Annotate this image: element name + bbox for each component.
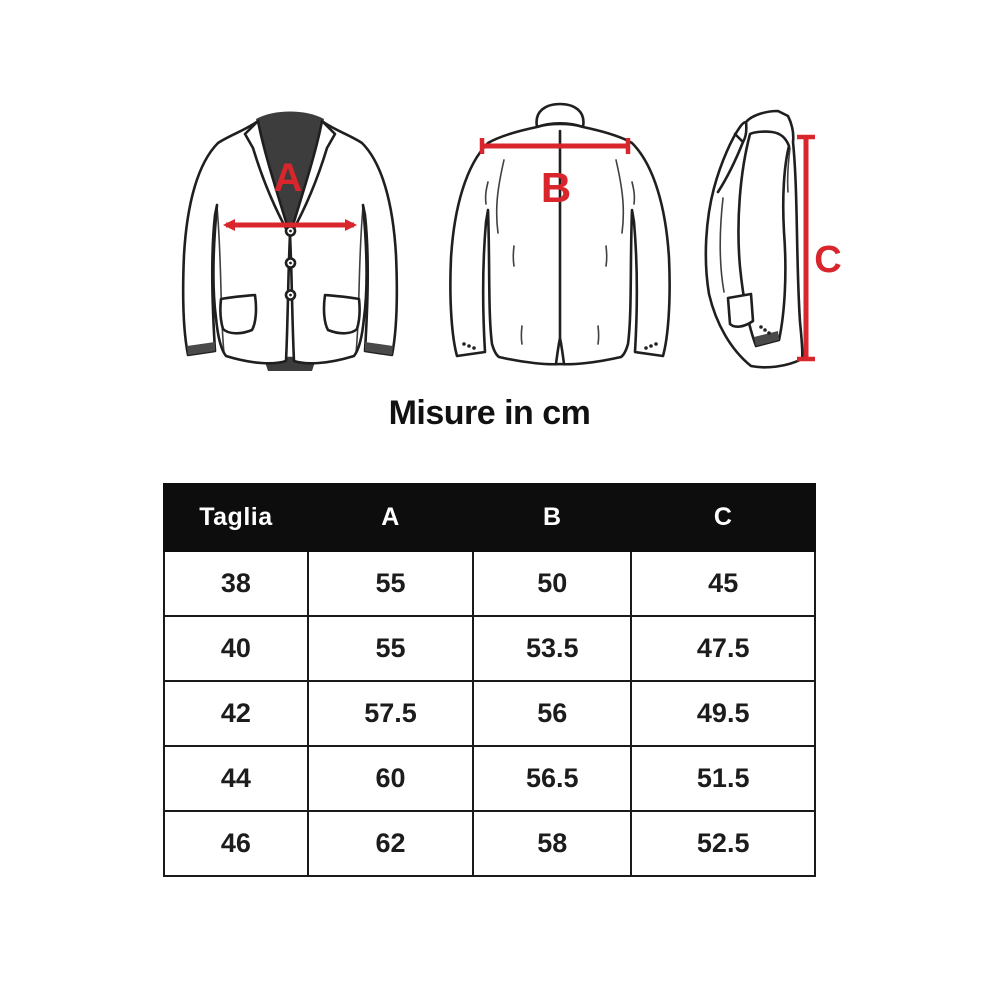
measurement-cell: 50 (472, 550, 633, 617)
jacket-side-illustration: C (704, 109, 842, 369)
measure-label-a: A (274, 156, 303, 200)
measurement-cell: 45 (630, 550, 816, 617)
measurement-cell: 58 (472, 810, 633, 877)
back-center-seam (554, 129, 566, 366)
table-row: 46 62 58 52.5 (163, 810, 816, 877)
jacket-measurement-diagrams: A B (0, 0, 1000, 400)
measure-label-c: C (814, 239, 841, 281)
measurement-cell: 56.5 (472, 745, 633, 812)
back-cuff-buttons (462, 342, 658, 350)
back-sketch-lines (484, 181, 636, 345)
front-inner-shirt (256, 111, 324, 235)
table-header-cell: C (630, 483, 816, 552)
measurement-cell: 49.5 (630, 680, 816, 747)
size-cell: 42 (163, 680, 309, 747)
size-table-container: Taglia A B C 38 55 50 45 40 55 53.5 47.5 42 57.5 56 49… (163, 483, 816, 877)
table-row: 42 57.5 56 49.5 (163, 680, 816, 747)
measure-label-b: B (541, 164, 571, 211)
table-header-row: Taglia A B C (163, 483, 816, 552)
size-cell: 38 (163, 550, 309, 617)
measure-c-line (797, 134, 815, 362)
measurement-cell: 60 (306, 745, 475, 812)
side-pocket (726, 292, 755, 328)
front-hem-shadow (260, 347, 320, 371)
table-header-cell: B (472, 483, 633, 552)
size-table-body: 38 55 50 45 40 55 53.5 47.5 42 57.5 56 49.5 44 60 56.5… (163, 550, 816, 877)
table-header-cell: Taglia (163, 483, 309, 552)
measure-a-line (223, 219, 357, 231)
front-patch-pockets (219, 293, 361, 335)
measurement-cell: 57.5 (306, 680, 475, 747)
size-table: Taglia A B C 38 55 50 45 40 55 53.5 47.5 42 57.5 56 49… (163, 483, 816, 877)
size-cell: 40 (163, 615, 309, 682)
front-seam-lines (216, 206, 364, 354)
table-row: 44 60 56.5 51.5 (163, 745, 816, 812)
measurement-cell: 52.5 (630, 810, 816, 877)
jacket-front-illustration: A (181, 111, 399, 371)
back-armhole-seams (495, 159, 625, 234)
size-cell: 44 (163, 745, 309, 812)
side-cuff-tip (754, 331, 779, 346)
front-lapel-lines (243, 119, 337, 236)
front-cuff-tips (187, 342, 393, 355)
side-cuff-buttons (759, 325, 771, 335)
page-title: Misure in cm (388, 394, 591, 432)
measurement-cell: 62 (306, 810, 475, 877)
measurement-cell: 55 (306, 615, 475, 682)
side-sleeve (737, 130, 791, 348)
measurement-cell: 55 (306, 550, 475, 617)
side-collar-lines (716, 120, 748, 194)
table-header-cell: A (306, 483, 475, 552)
measure-b-line (479, 138, 631, 154)
table-row: 40 55 53.5 47.5 (163, 615, 816, 682)
size-cell: 46 (163, 810, 309, 877)
measurement-cell: 47.5 (630, 615, 816, 682)
measurement-cell: 53.5 (472, 615, 633, 682)
measurement-cell: 51.5 (630, 745, 816, 812)
measurement-cell: 56 (472, 680, 633, 747)
table-row: 38 55 50 45 (163, 550, 816, 617)
side-seam-lines (719, 147, 791, 293)
jacket-back-illustration: B (449, 102, 671, 366)
